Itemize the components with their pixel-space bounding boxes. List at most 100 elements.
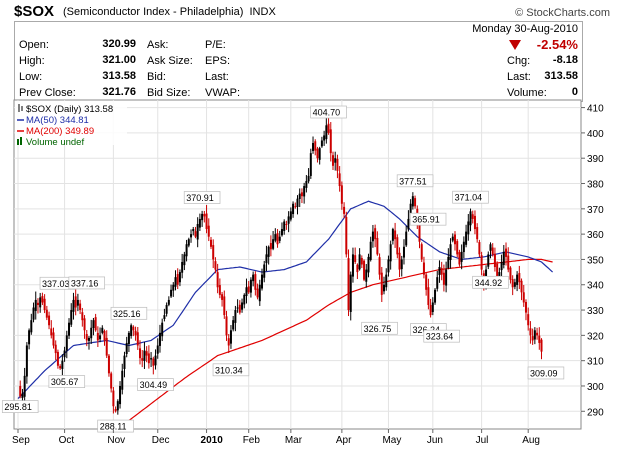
eps-label: EPS: [205, 55, 231, 67]
price-candle [358, 254, 361, 270]
exchange-label: INDX [249, 6, 276, 18]
price-callout-box [472, 275, 509, 289]
price-candle [389, 244, 392, 262]
legend-entry: MA(50) 344.81 [26, 115, 89, 126]
price-candle [351, 254, 354, 277]
price-candle [261, 274, 264, 289]
price-candle [172, 284, 175, 291]
price-candle [527, 314, 530, 326]
x-tick-label: Mar [285, 435, 303, 446]
price-candle [79, 303, 82, 311]
price-chart: 295.81 337.03 337.16 305.67 325.16 288.11 304.… [1, 99, 604, 446]
price-candle [174, 277, 177, 287]
bid-size-label: Bid Size: [147, 87, 191, 99]
price-candle [234, 310, 237, 323]
price-candle [256, 288, 259, 298]
price-candle [25, 345, 28, 377]
price-candle [365, 269, 368, 282]
price-callout-box [409, 212, 447, 226]
price-candle [307, 175, 310, 182]
price-candle [518, 273, 521, 283]
price-candle [167, 299, 170, 305]
price-candle [320, 140, 323, 147]
price-candle [327, 123, 330, 133]
price-candle [411, 196, 414, 207]
price-candle [380, 272, 383, 295]
price-callout-box [110, 306, 148, 320]
price-candle [194, 231, 197, 237]
price-candle [476, 227, 479, 240]
price-candle [298, 193, 301, 200]
price-callout: 337.16 [71, 278, 99, 288]
price-candle [502, 251, 505, 266]
last-value: 313.58 [544, 70, 578, 82]
price-candle [272, 239, 275, 249]
x-tick-label: Apr [336, 435, 352, 446]
price-candle [529, 328, 532, 336]
price-candle [425, 274, 428, 290]
price-candle [489, 244, 492, 251]
price-candle [522, 292, 525, 303]
price-candle [296, 198, 299, 207]
price-candle [132, 326, 135, 331]
price-candle [121, 370, 124, 390]
y-axis: 290 300 310 320 330 340 350 360 370 380 390 400 410 [581, 104, 604, 418]
down-arrow-icon [509, 40, 521, 50]
price-candle [391, 229, 394, 241]
price-candle [252, 274, 255, 282]
price-candle [21, 393, 24, 399]
price-callout: 305.67 [51, 377, 79, 387]
price-candle [170, 289, 173, 297]
y-tick-label: 300 [587, 382, 604, 393]
price-candle [203, 213, 206, 217]
price-callout-box [183, 191, 221, 204]
price-candle [147, 353, 150, 364]
price-candle [150, 358, 153, 360]
price-candle [540, 339, 543, 352]
price-candle [405, 231, 408, 246]
price-candle [183, 254, 186, 266]
price-candle [190, 234, 193, 238]
prev-close-value: 321.76 [102, 86, 136, 98]
price-candle [318, 148, 321, 160]
y-tick-label: 350 [587, 255, 604, 266]
price-candle [63, 350, 66, 358]
price-candle [469, 211, 472, 226]
ma200-line [117, 258, 553, 430]
price-candle [400, 259, 403, 270]
legend-volume-icon [20, 137, 22, 145]
price-candle [68, 322, 71, 336]
price-candle [323, 135, 326, 141]
x-tick-label: Jul [476, 435, 489, 446]
y-tick-label: 290 [587, 407, 604, 418]
price-callout: 309.09 [530, 368, 558, 378]
price-candle [265, 254, 268, 264]
high-label: High: [19, 55, 45, 67]
y-tick-label: 400 [587, 129, 604, 140]
price-candle [402, 246, 405, 258]
price-candle [221, 294, 224, 300]
price-candle [243, 294, 246, 305]
open-label: Open: [19, 39, 49, 51]
price-candle [154, 355, 157, 366]
price-candle [30, 320, 33, 333]
price-candle [247, 286, 250, 293]
price-candle [407, 218, 410, 230]
y-tick-label: 410 [587, 104, 604, 115]
price-candle [178, 272, 181, 283]
price-candle [376, 237, 379, 255]
high-value: 321.00 [102, 54, 136, 66]
price-candle [185, 244, 188, 257]
price-candle [340, 185, 343, 204]
price-candle [422, 262, 425, 275]
price-candle [101, 327, 104, 333]
legend-entry: $SOX (Daily) 313.58 [26, 104, 113, 115]
price-candle [83, 318, 86, 331]
price-candle [480, 255, 483, 270]
price-candle [349, 274, 352, 312]
price-candle [114, 408, 117, 412]
price-candle [201, 213, 204, 221]
x-tick-label: Aug [522, 435, 540, 446]
volume-value: 0 [571, 86, 578, 98]
price-callout: 304.49 [140, 380, 168, 390]
